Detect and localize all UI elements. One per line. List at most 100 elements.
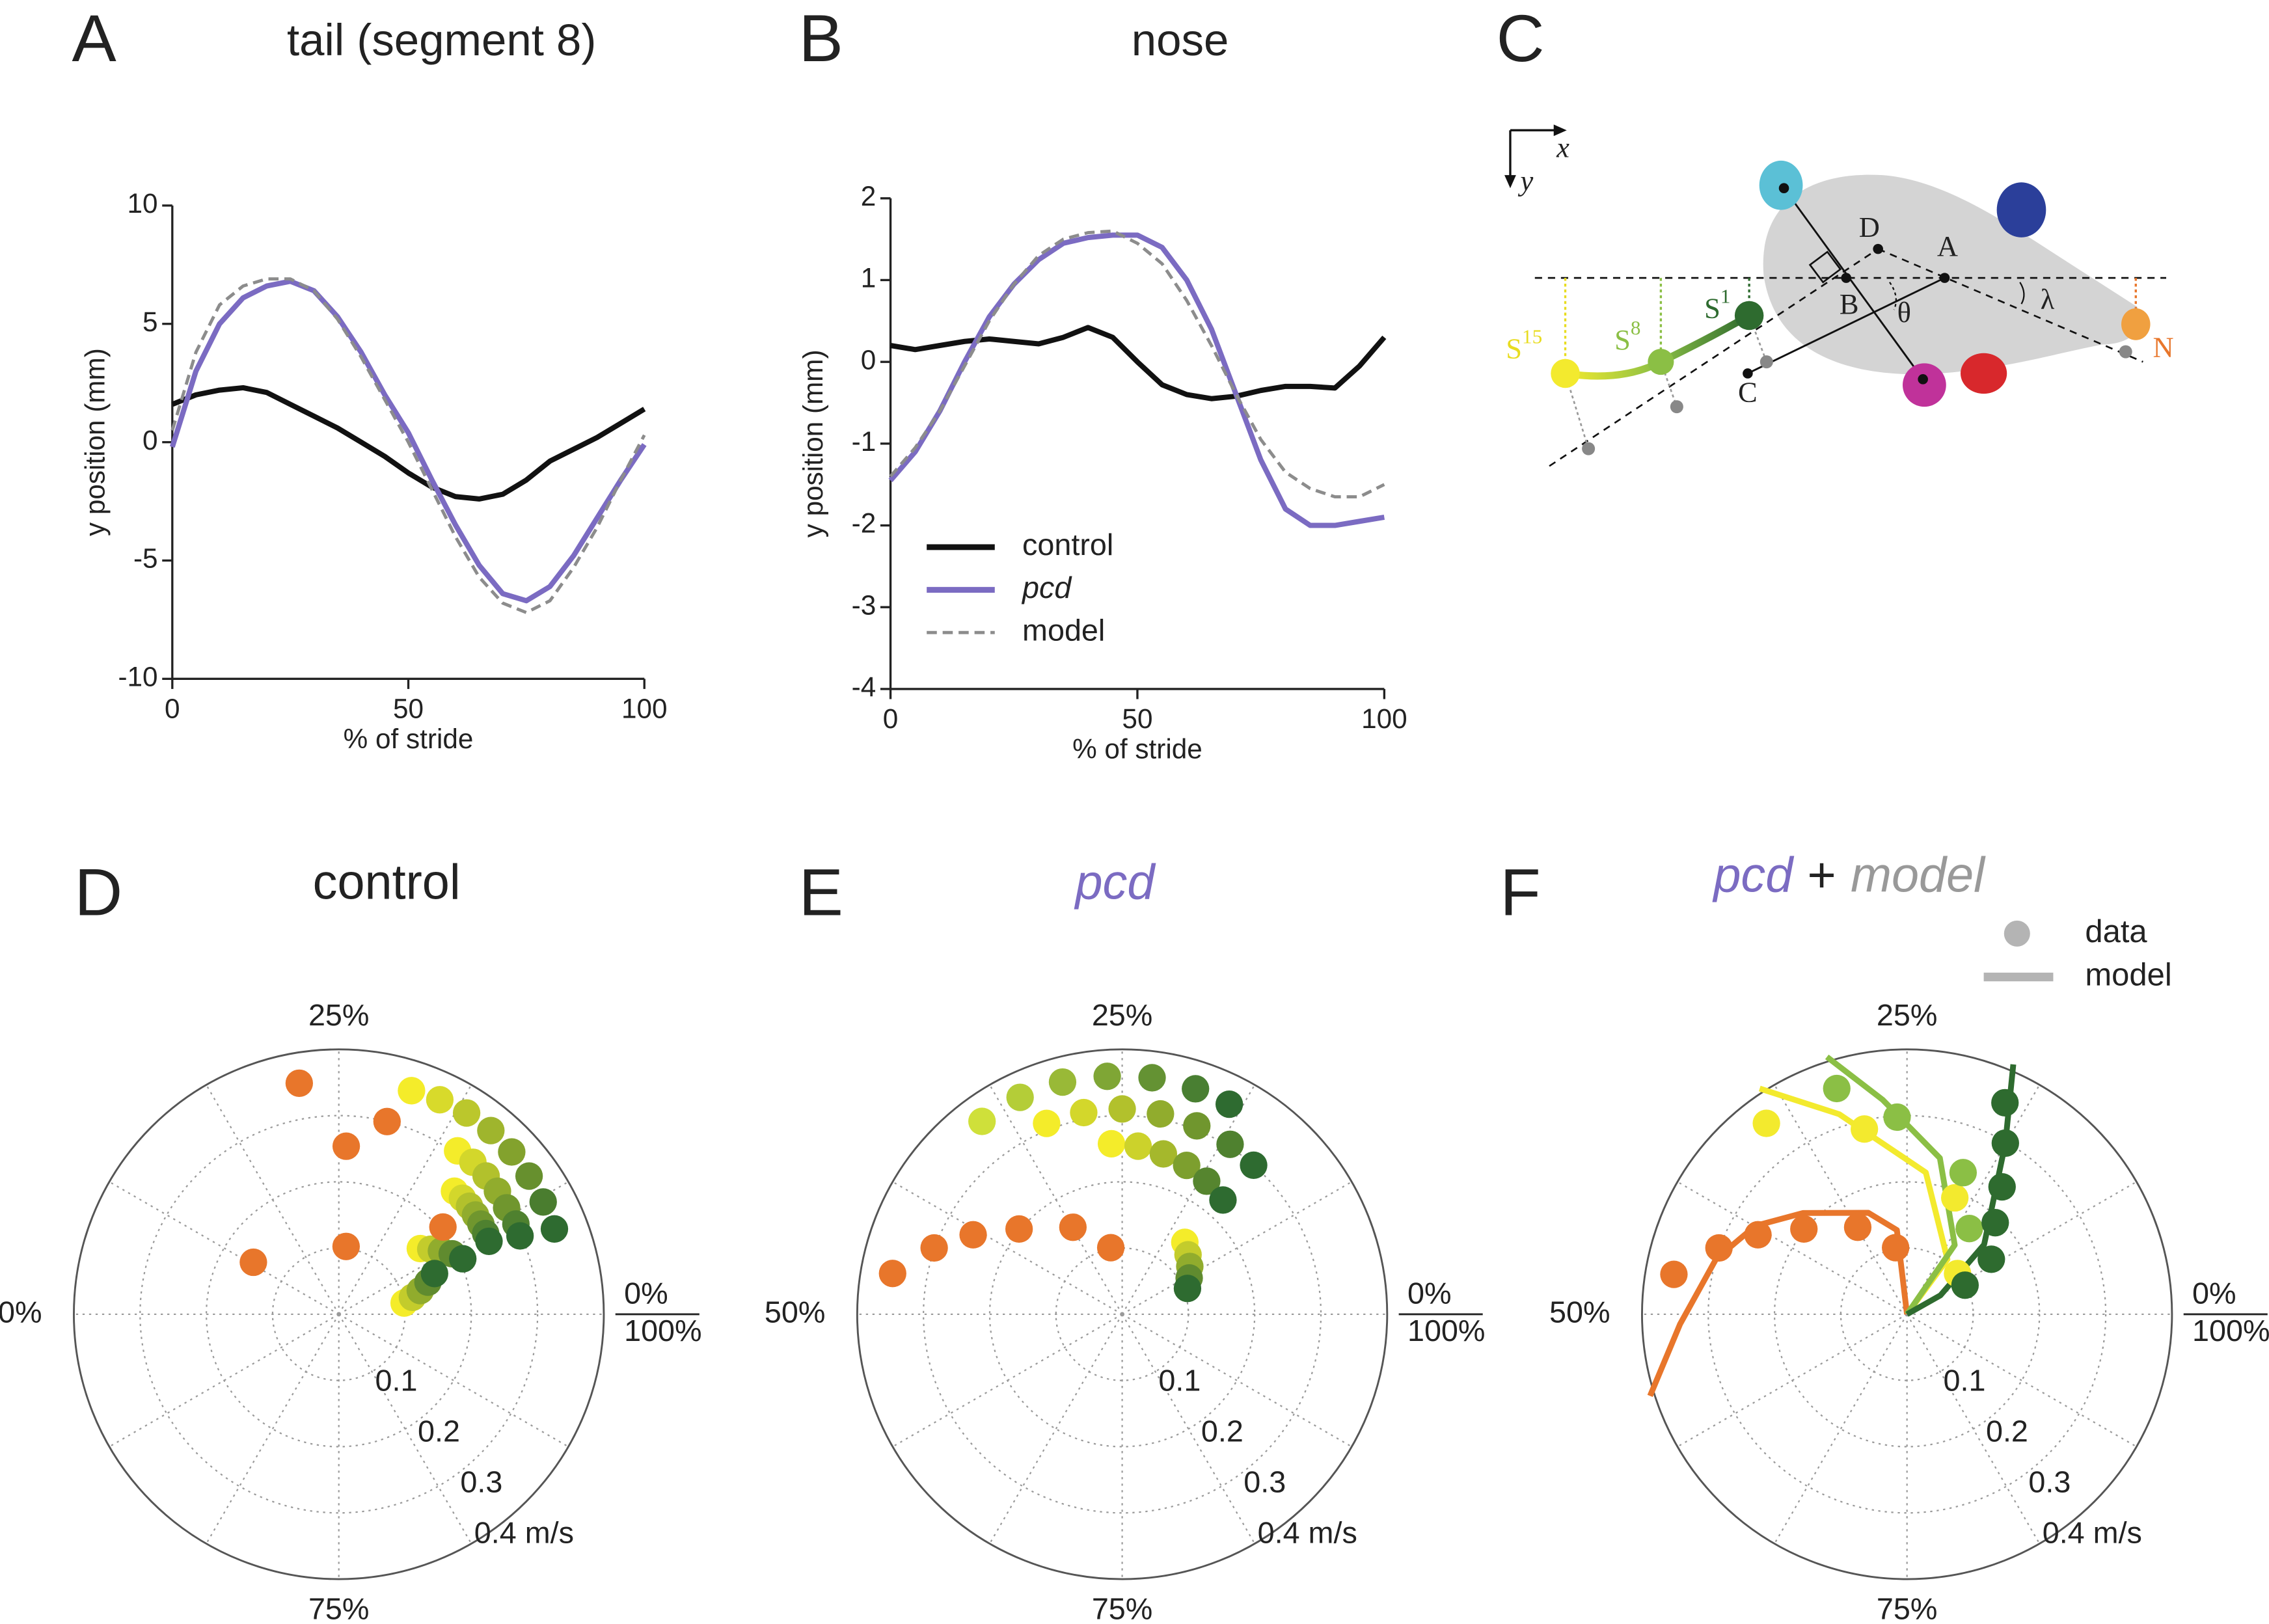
- data-point: [1882, 1234, 1910, 1262]
- point-label: A: [1937, 230, 1958, 262]
- x-axis-label: % of stride: [1072, 734, 1202, 765]
- r-tick-label: 0.2: [1201, 1414, 1243, 1448]
- data-point: [1823, 1074, 1851, 1103]
- r-grid-circle: [139, 1115, 539, 1514]
- theta-tick-label: 0%: [1407, 1276, 1452, 1310]
- r-grid-circle: [1707, 1115, 2107, 1514]
- data-point: [1138, 1064, 1166, 1092]
- data-point: [1059, 1213, 1087, 1241]
- r-tick-label: 0.3: [460, 1465, 502, 1498]
- chart-title: pcd: [1074, 855, 1156, 910]
- diagram-c: C x y: [1497, 1, 2174, 467]
- data-point: [426, 1086, 454, 1114]
- arrow-head: [1553, 124, 1567, 137]
- r-tick-label: 0.4 m/s: [474, 1515, 574, 1549]
- data-point: [540, 1215, 569, 1243]
- r-tick-label: 0.2: [1986, 1414, 2028, 1448]
- theta-tick-label: 75%: [1877, 1591, 1938, 1624]
- data-point: [1147, 1100, 1175, 1128]
- data-point: [1033, 1109, 1061, 1137]
- series-line: [889, 229, 1385, 498]
- theta-tick-label: 100%: [1407, 1314, 1486, 1347]
- y-tick-label: -3: [852, 589, 876, 620]
- x-tick-label: 100: [1361, 703, 1407, 734]
- r-tick-label: 0.4 m/s: [1258, 1515, 1357, 1549]
- x-tick-label: 100: [621, 693, 668, 724]
- data-point: [1173, 1275, 1202, 1303]
- point: [1743, 368, 1753, 379]
- segment-letter: S: [1704, 291, 1720, 324]
- panel-letter: D: [74, 854, 122, 929]
- data-point: [452, 1099, 481, 1127]
- data-point: [1851, 1115, 1879, 1143]
- y-tick-label: -2: [852, 508, 876, 539]
- r-grid-circle: [856, 1048, 1389, 1580]
- paw: [1961, 353, 2007, 394]
- r-tick-label: 0.4 m/s: [2043, 1515, 2142, 1549]
- data-point: [1991, 1129, 2019, 1157]
- x-tick-label: 50: [393, 693, 424, 724]
- data-point: [1883, 1103, 1911, 1131]
- r-tick-label: 0.2: [418, 1414, 460, 1448]
- legend-label: data: [2085, 914, 2147, 949]
- theta-tick-label: 75%: [308, 1591, 370, 1624]
- projection-point: [1670, 400, 1683, 414]
- data-point: [920, 1234, 948, 1262]
- data-point: [332, 1232, 360, 1260]
- legend-label: model: [1022, 613, 1105, 647]
- spoke: [109, 1181, 340, 1315]
- point: [1918, 374, 1928, 385]
- segment-point: [1648, 349, 1674, 375]
- y-tick-label: 10: [128, 188, 158, 219]
- legend-label: control: [1022, 528, 1113, 562]
- y-tick-label: 0: [861, 344, 876, 375]
- point: [1939, 273, 1950, 283]
- chart-title: tail (segment 8): [287, 15, 596, 65]
- angle-label: θ: [1897, 296, 1911, 329]
- model-line: [1647, 1210, 1910, 1398]
- point-label: D: [1859, 211, 1880, 243]
- point-label: B: [1840, 288, 1859, 320]
- data-point: [878, 1260, 906, 1288]
- data-point: [1173, 1151, 1201, 1180]
- body: [1763, 174, 2141, 375]
- projection-point: [1759, 355, 1773, 369]
- data-point: [1006, 1083, 1034, 1111]
- r-tick-label: 0.3: [1243, 1465, 1286, 1498]
- chart-title: nose: [1132, 15, 1229, 65]
- segment-letter: S: [1614, 323, 1631, 356]
- model-line: [1905, 1064, 2017, 1317]
- title-part: control: [313, 855, 461, 910]
- r-grid-circle: [73, 1048, 605, 1580]
- r-grid-circle: [1055, 1247, 1189, 1381]
- spoke: [1122, 1313, 1352, 1448]
- r-grid-circle: [923, 1115, 1322, 1514]
- right-angle: [1808, 250, 1842, 284]
- data-point: [1096, 1234, 1125, 1262]
- theta-tick-label: 25%: [1092, 998, 1153, 1032]
- data-point: [398, 1077, 426, 1105]
- y-tick-label: -5: [133, 543, 158, 574]
- data-point: [449, 1245, 477, 1273]
- panel-letter: C: [1497, 1, 1545, 75]
- theta-tick-label: 50%: [1549, 1295, 1610, 1329]
- spoke: [1677, 1181, 1908, 1315]
- data-point: [498, 1138, 526, 1166]
- r-grid-circle: [1641, 1048, 2173, 1580]
- y-tick-label: -10: [118, 662, 157, 692]
- nose-point: [2121, 308, 2151, 340]
- segment-point: [1551, 359, 1580, 388]
- title-part: pcd: [1074, 855, 1156, 910]
- data-point: [1705, 1234, 1733, 1262]
- legend-label: model: [2085, 958, 2171, 993]
- title-part: pcd: [1712, 848, 1795, 902]
- segment-point: [1734, 301, 1764, 331]
- y-axis-label: y position (mm): [798, 349, 828, 537]
- bc-line: [1747, 277, 1946, 375]
- x-tick-label: 0: [165, 693, 180, 724]
- series-line: [890, 325, 1387, 401]
- point: [1841, 273, 1852, 283]
- legend-swatch: [2004, 920, 2030, 947]
- data-point: [1744, 1221, 1772, 1249]
- y-tick-label: -4: [852, 671, 876, 702]
